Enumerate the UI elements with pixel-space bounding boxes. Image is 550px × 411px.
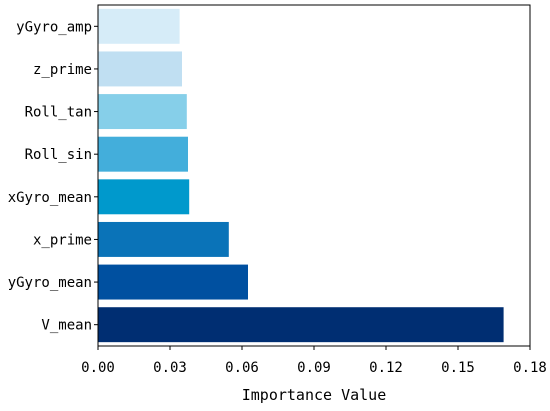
x-tick-label: 0.06 [225, 360, 259, 376]
x-tick-label: 0.03 [153, 360, 187, 376]
category-label: xGyro_mean [8, 190, 92, 206]
x-tick-label: 0.15 [441, 360, 475, 376]
category-label: z_prime [33, 62, 92, 78]
x-axis-ticks: 0.00 0.03 0.06 0.09 0.12 0.15 0.18 [81, 346, 547, 376]
bar-xgyro-mean [98, 179, 190, 215]
x-tick-label: 0.00 [81, 360, 115, 376]
category-labels: yGyro_amp z_prime Roll_tan Roll_sin xGyro_me… [8, 19, 98, 334]
bar-ygyro-amp [98, 8, 180, 44]
bar-roll-sin [98, 136, 188, 172]
category-label: x_prime [33, 232, 92, 248]
x-tick-label: 0.09 [297, 360, 331, 376]
category-label: V_mean [41, 318, 92, 334]
bar-z-prime [98, 51, 182, 87]
bar-v-mean [98, 307, 504, 343]
x-tick-label: 0.18 [513, 360, 547, 376]
category-label: yGyro_mean [8, 275, 92, 291]
bar-roll-tan [98, 94, 187, 130]
x-tick-label: 0.12 [369, 360, 403, 376]
bars-group [98, 8, 504, 343]
x-axis-label: Importance Value [242, 386, 387, 404]
category-label: Roll_tan [25, 105, 92, 121]
bar-x-prime [98, 221, 229, 257]
bar-ygyro-mean [98, 264, 248, 300]
plot-frame [97, 4, 531, 347]
category-label: yGyro_amp [16, 19, 92, 35]
category-label: Roll_sin [25, 147, 92, 163]
